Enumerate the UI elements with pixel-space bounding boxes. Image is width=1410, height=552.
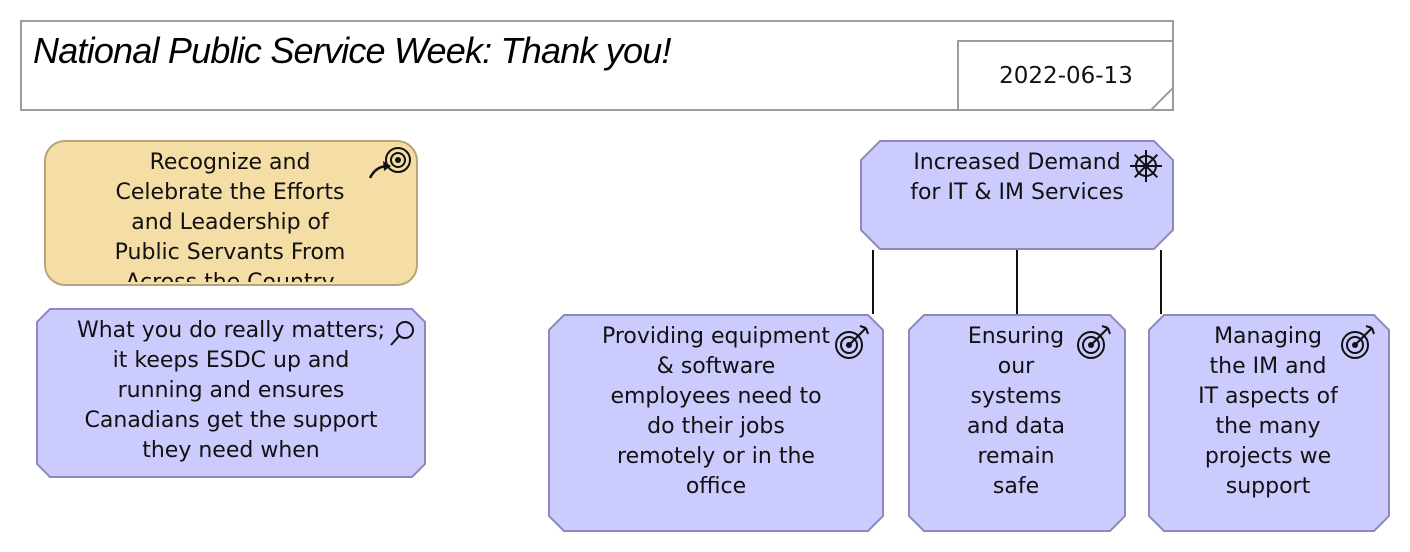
connector-projects [1160, 250, 1162, 314]
driver-node-demand[interactable]: Increased Demand for IT & IM Services [860, 140, 1174, 250]
view-header-frame [20, 20, 1174, 111]
view-date: 2022-06-13 [999, 63, 1133, 89]
connector-security [1016, 250, 1018, 314]
target-icon [1077, 325, 1111, 359]
magnifier-icon [390, 321, 414, 346]
assessment-node-impact[interactable]: What you do really matters; it keeps ESD… [36, 308, 426, 478]
goal-node-security[interactable]: Ensuring our systems and data remain saf… [908, 314, 1126, 532]
target-icon [1341, 325, 1375, 359]
connector-equipment [872, 250, 874, 314]
goal-node-label: Managing the IM and IT aspects of the ma… [1198, 324, 1338, 499]
goal-node-projects[interactable]: Managing the IM and IT aspects of the ma… [1148, 314, 1390, 532]
goal-node-label: Ensuring our systems and data remain saf… [967, 324, 1065, 499]
outcome-icon [368, 147, 411, 179]
outcome-node-recognize[interactable]: Recognize and Celebrate the Efforts and … [44, 140, 418, 286]
goal-node-equipment[interactable]: Providing equipment & software employees… [548, 314, 884, 532]
page-title: National Public Service Week: Thank you! [33, 30, 671, 71]
driver-node-label: Increased Demand for IT & IM Services [910, 150, 1124, 205]
outcome-node-label: Recognize and Celebrate the Efforts and … [114, 150, 346, 282]
target-icon [835, 325, 869, 359]
goal-node-label: Providing equipment & software employees… [601, 324, 831, 499]
ship-wheel-icon [1130, 150, 1162, 182]
assessment-node-label: What you do really matters; it keeps ESD… [76, 318, 386, 463]
